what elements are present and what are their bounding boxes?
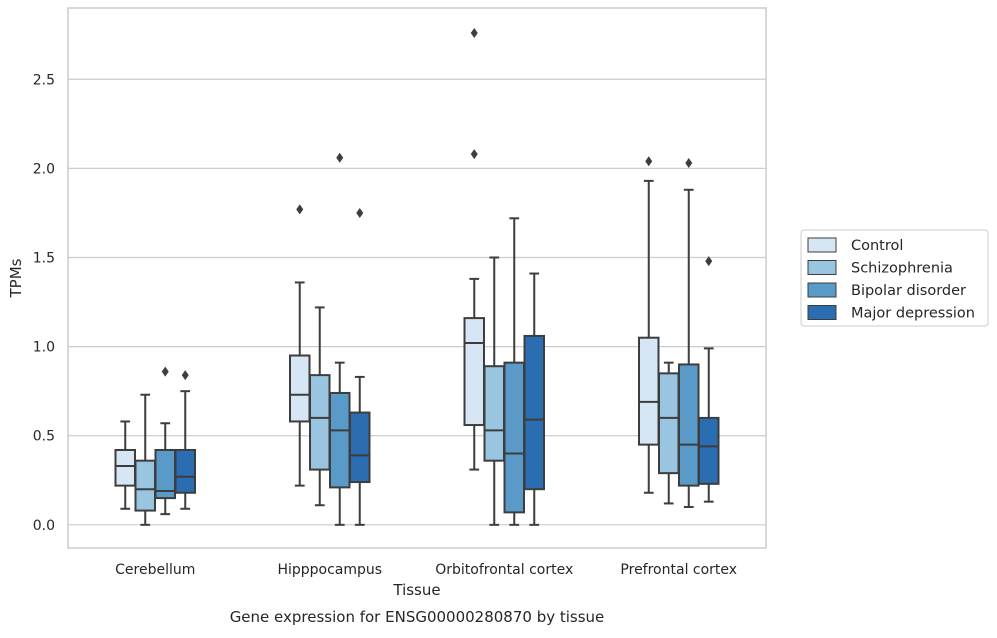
legend-swatch: [807, 237, 837, 253]
outlier-point: [470, 149, 478, 160]
box-control: [638, 156, 660, 494]
legend-swatch: [807, 260, 837, 275]
outlier-point: [336, 152, 344, 163]
box-body: [134, 459, 156, 512]
legend-swatch: [807, 282, 837, 298]
box-schizophrenia: [309, 306, 331, 507]
outlier-point: [645, 156, 653, 167]
legend-frame: [800, 229, 989, 327]
outlier-point: [161, 366, 169, 377]
legend-swatch: [807, 305, 837, 320]
box-bipolar-disorder: [503, 217, 525, 526]
y-axis-label: TPMs: [7, 258, 25, 298]
box-major-depression: [698, 256, 720, 503]
legend-label: Bipolar disorder: [851, 283, 966, 299]
box-body: [114, 448, 136, 487]
box-body: [698, 416, 720, 485]
outlier-point: [296, 204, 304, 215]
box-body: [638, 336, 660, 446]
box-bipolar-disorder: [329, 152, 351, 526]
x-tick-label: Orbitofrontal cortex: [435, 562, 573, 578]
y-tick-labels: 0.0 0.5 1.0 1.5 2.0 2.5: [33, 72, 55, 534]
x-axis-label: Tissue: [392, 581, 440, 599]
x-tick-label: Cerebellum: [115, 562, 195, 578]
legend-label: Control: [851, 238, 903, 254]
box-control: [289, 204, 311, 487]
outlier-point: [705, 256, 713, 267]
box-body: [658, 372, 680, 475]
box-schizophrenia: [658, 361, 680, 505]
box-body: [463, 317, 485, 427]
box-body: [309, 374, 331, 471]
y-tick-label: 1.0: [33, 340, 55, 356]
box-body: [678, 363, 700, 487]
y-tick-label: 2.5: [33, 72, 55, 88]
x-tick-labels: Cerebellum Hipppocampus Orbitofrontal cort…: [115, 562, 737, 578]
chart-caption: Gene expression for ENSG00000280870 by t…: [230, 608, 605, 626]
box-body: [289, 354, 311, 423]
box-schizophrenia: [134, 393, 156, 526]
y-tick-label: 0.0: [33, 518, 55, 534]
box-control: [463, 27, 485, 471]
legend-label: Major depression: [851, 306, 975, 322]
box-body: [329, 391, 351, 489]
plot-frame: [67, 7, 767, 549]
outlier-point: [685, 158, 693, 169]
y-tick-label: 2.0: [33, 161, 55, 177]
box-layer: [114, 27, 720, 526]
x-tick-label: Prefrontal cortex: [620, 562, 737, 578]
box-schizophrenia: [483, 256, 505, 526]
legend-label: Schizophrenia: [851, 261, 953, 277]
y-tick-label: 0.5: [33, 429, 55, 445]
legend: Control Schizophrenia Bipolar disorder Majo…: [800, 229, 989, 327]
box-body: [503, 361, 525, 514]
box-body: [483, 365, 505, 462]
box-bipolar-disorder: [678, 158, 700, 509]
outlier-point: [181, 370, 189, 381]
box-control: [114, 420, 136, 510]
box-body: [349, 411, 371, 484]
box-body: [174, 448, 196, 494]
outlier-point: [470, 27, 478, 38]
x-tick-label: Hipppocampus: [277, 562, 382, 578]
box-major-depression: [174, 370, 196, 510]
outlier-point: [356, 207, 364, 218]
box-major-depression: [523, 272, 545, 526]
y-tick-label: 1.5: [33, 251, 55, 267]
box-bipolar-disorder: [154, 366, 176, 516]
box-body: [523, 334, 545, 491]
box-major-depression: [349, 207, 371, 526]
